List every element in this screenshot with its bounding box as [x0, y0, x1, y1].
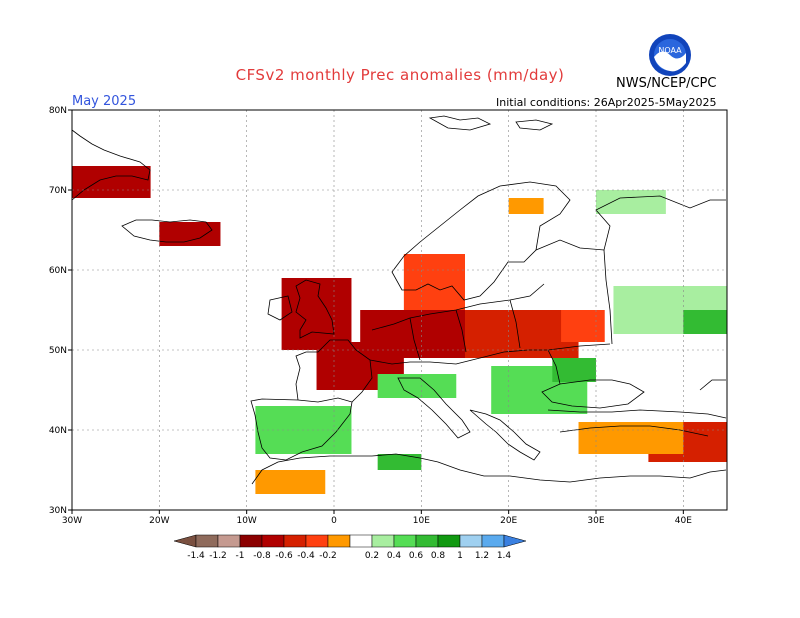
map-frame	[71, 109, 728, 511]
anomaly-region-15	[596, 190, 666, 214]
anomaly-region-0	[281, 278, 352, 350]
colorbar-swatch	[459, 534, 483, 548]
anomaly-region-17	[578, 422, 684, 454]
colorbar-swatch	[327, 534, 351, 548]
colorbar-label: -0.8	[253, 551, 271, 561]
lon-tick-label: 0	[331, 516, 337, 526]
lat-tick-label: 60N	[49, 266, 67, 276]
colorbar-label: 0.8	[431, 551, 446, 561]
axis-ticks: 30W 20W 10W 0 10E 20E 30E 40E 30N 40N 50N 60N 70N 80N	[49, 106, 692, 526]
colorbar-arrow-right	[503, 534, 527, 548]
logo-text: NOAA	[658, 46, 682, 55]
lon-tick-label: 20E	[500, 516, 517, 526]
lon-tick-label: 20W	[149, 516, 169, 526]
lon-tick-label: 10E	[413, 516, 430, 526]
lat-tick-label: 50N	[49, 346, 67, 356]
agency-label: NWS/NCEP/CPC	[616, 76, 717, 91]
colorbar: -1.4 -1.2 -1 -0.8 -0.6 -0.4 -0.2 0.2 0.4 0.6 0.8 1 1…	[173, 534, 527, 561]
colorbar-swatch	[217, 534, 241, 548]
colorbar-label: -1	[236, 551, 245, 561]
noaa-logo-icon: NOAA	[648, 33, 692, 77]
anomaly-region-7	[72, 166, 151, 198]
colorbar-swatch	[415, 534, 439, 548]
coastlines	[71, 115, 727, 485]
colorbar-label: 0.6	[409, 551, 424, 561]
anomaly-region-5	[403, 254, 465, 310]
colorbar-label: 1.2	[475, 551, 489, 561]
lon-tick-label: 30E	[587, 516, 604, 526]
colorbar-label: -0.4	[297, 551, 315, 561]
colorbar-swatch	[371, 534, 395, 548]
anomaly-region-12	[552, 358, 596, 382]
anomaly-region-18	[255, 470, 326, 494]
lon-tick-label: 10W	[236, 516, 256, 526]
anomaly-region-4	[561, 310, 605, 342]
colorbar-label: -0.2	[319, 551, 337, 561]
lat-tick-label: 30N	[49, 506, 67, 516]
anomaly-region-19	[377, 454, 422, 470]
colorbar-label: -1.2	[209, 551, 227, 561]
colorbar-swatch	[481, 534, 505, 548]
colorbar-swatch	[437, 534, 461, 548]
anomaly-region-16	[508, 198, 544, 214]
lat-tick-label: 40N	[49, 426, 67, 436]
colorbar-arrow-left	[173, 534, 197, 548]
lat-tick-label: 80N	[49, 106, 67, 116]
lat-tick-label: 70N	[49, 186, 67, 196]
colorbar-label: 0.2	[365, 551, 379, 561]
colorbar-swatch	[261, 534, 285, 548]
lon-tick-label: 30W	[62, 516, 82, 526]
colorbar-swatch	[393, 534, 417, 548]
colorbar-label: 0.4	[387, 551, 402, 561]
chart-title: CFSv2 monthly Prec anomalies (mm/day)	[235, 66, 565, 84]
colorbar-label: -1.4	[187, 551, 205, 561]
colorbar-swatch	[305, 534, 329, 548]
colorbar-swatch	[195, 534, 219, 548]
colorbar-swatch	[283, 534, 307, 548]
initial-conditions: Initial conditions: 26Apr2025-5May2025	[496, 96, 717, 109]
colorbar-swatch	[239, 534, 263, 548]
colorbar-label: -0.6	[275, 551, 293, 561]
colorbar-label: 1.4	[497, 551, 512, 561]
forecast-month: May 2025	[72, 94, 137, 109]
colorbar-swatch	[349, 534, 373, 548]
colorbar-label: 1	[457, 551, 463, 561]
anomaly-region-14	[683, 310, 727, 334]
lon-tick-label: 40E	[675, 516, 692, 526]
graticule	[72, 110, 727, 510]
